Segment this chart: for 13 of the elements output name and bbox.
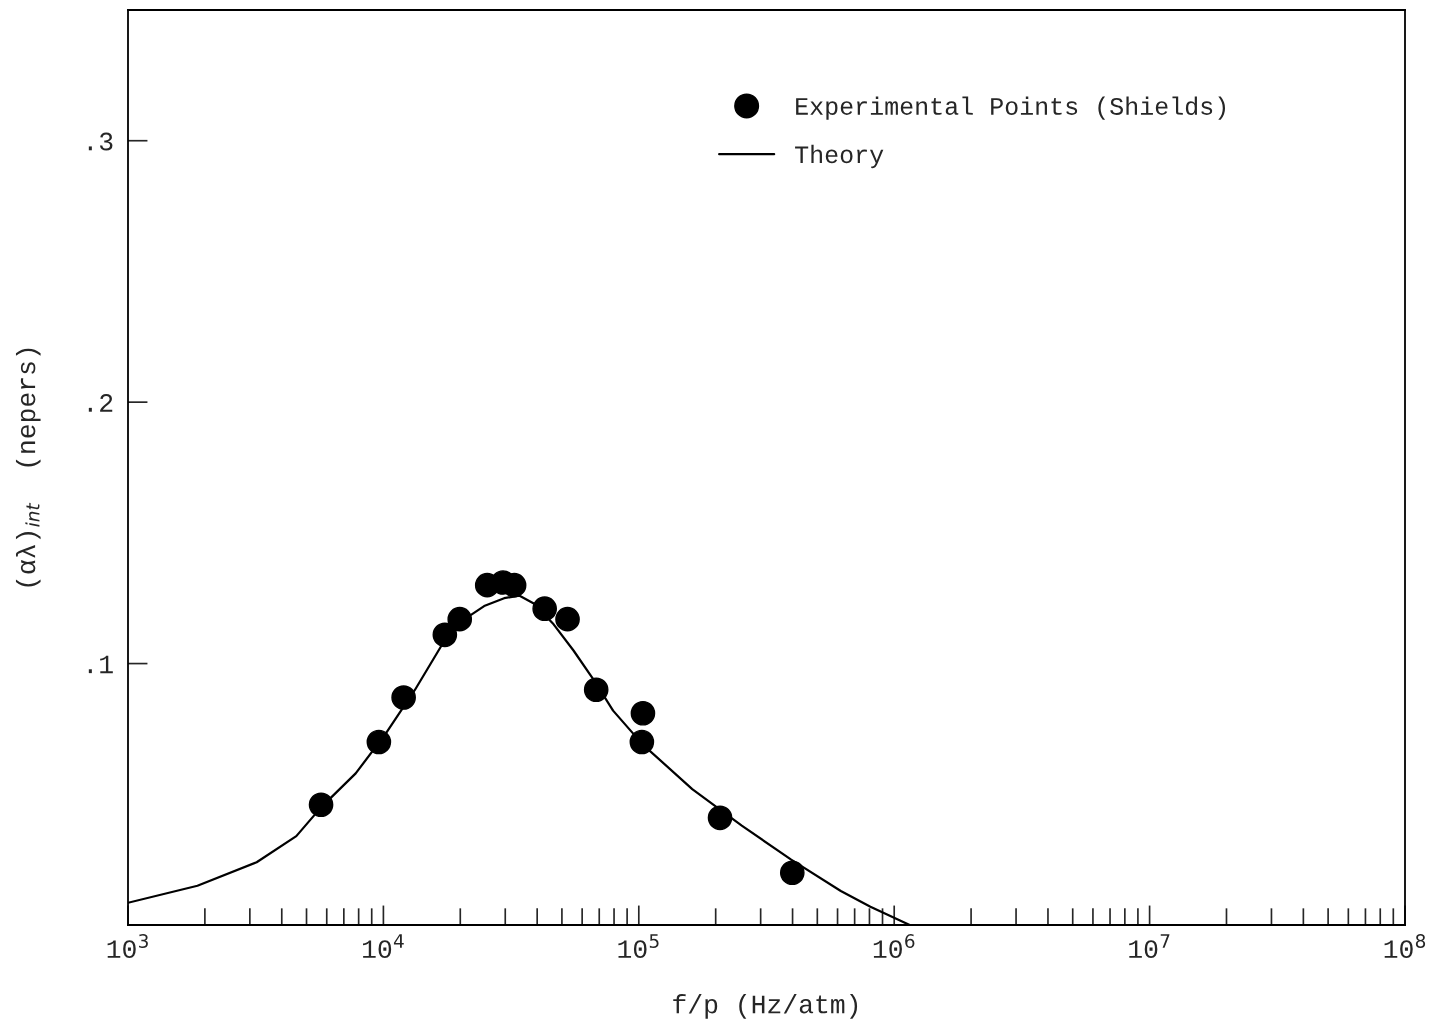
x-tick-label: 10$^{6}$	[873, 934, 915, 959]
x-tick-label: 10$^{8}$	[1384, 934, 1426, 959]
legend-label: Theory	[795, 144, 884, 169]
y-tick-label: .3	[88, 132, 113, 151]
legend-label: Experimental Points (Shields)	[796, 96, 1226, 120]
text: (αλ)$_{int}$ (nepers)	[15, 348, 41, 587]
y-tick-label: .2	[88, 394, 113, 412]
x-tick-label: 10$^{4}$	[363, 934, 404, 959]
x-tick-label: 10$^{5}$	[618, 934, 659, 959]
x-tick-label: 10$^{7}$	[1129, 934, 1170, 959]
y-tick-label: .1	[88, 655, 113, 674]
x-tick-label: 10$^{3}$	[107, 934, 148, 959]
x-axis-title: f/p (Hz/atm)	[673, 994, 858, 1019]
